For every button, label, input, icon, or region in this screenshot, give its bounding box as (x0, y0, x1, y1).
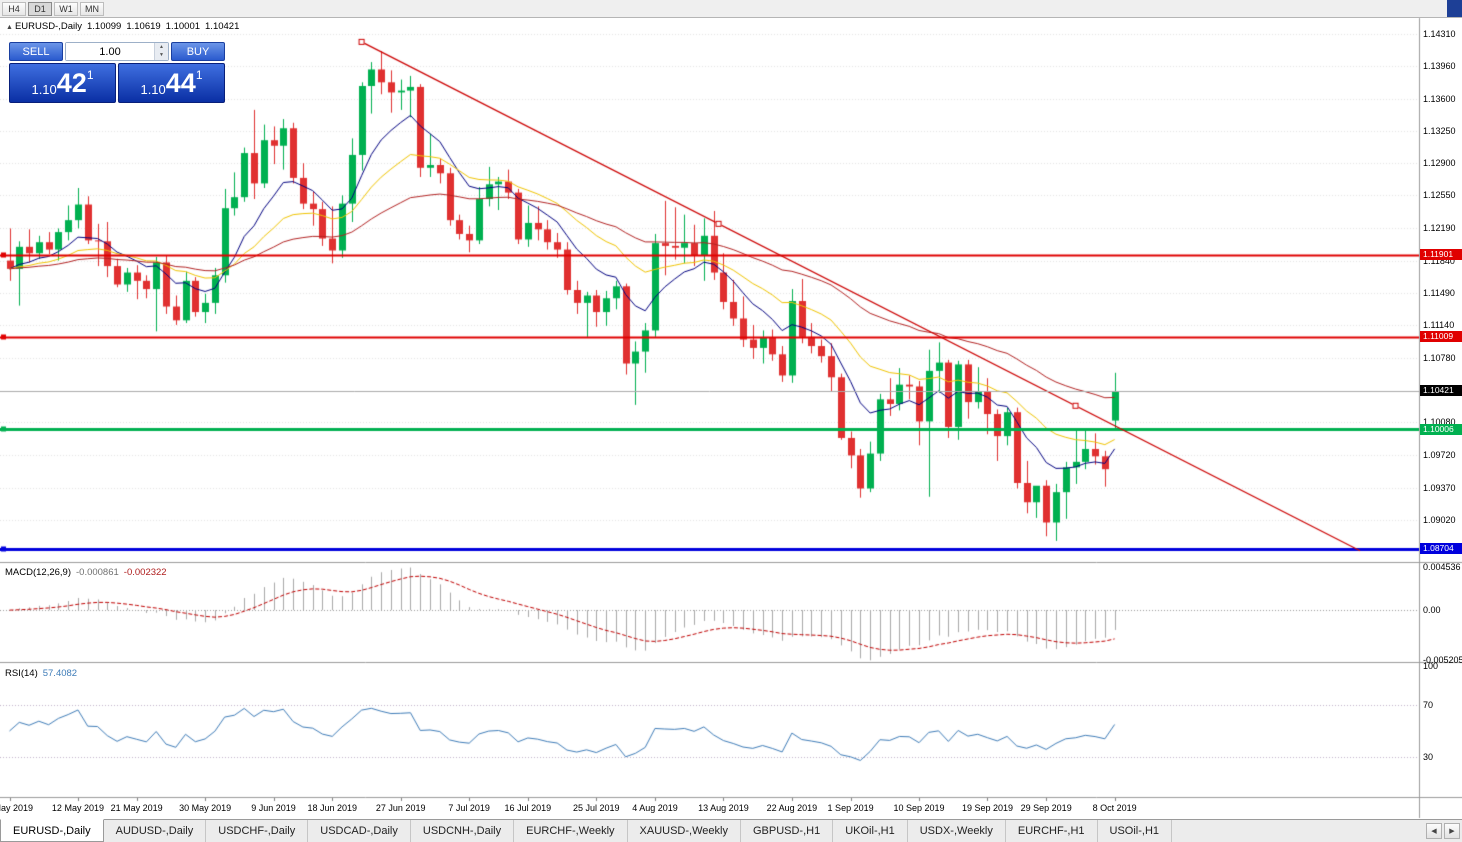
tab-ukoil-h1[interactable]: UKOil-,H1 (833, 820, 908, 842)
buy-price-pips: 44 (165, 67, 196, 98)
tab-audusd-daily[interactable]: AUDUSD-,Daily (103, 820, 207, 842)
macd-header: MACD(12,26,9) -0.000861 -0.002322 (5, 567, 172, 578)
timeframe-button-w1[interactable]: W1 (54, 1, 78, 16)
sell-price-point: 1 (86, 68, 94, 82)
collapse-arrow-icon[interactable]: ▲ (6, 24, 13, 31)
bar-high: 1.10619 (126, 21, 161, 32)
tab-usdx-weekly[interactable]: USDX-,Weekly (907, 820, 1006, 842)
volume-up-button[interactable]: ▲ (155, 43, 168, 52)
chart-tabs-bar: EURUSD-,Daily AUDUSD-,Daily USDCHF-,Daily U… (0, 819, 1462, 842)
buy-button[interactable]: BUY (171, 42, 225, 61)
tab-eurchf-h1[interactable]: EURCHF-,H1 (1005, 820, 1098, 842)
timeframe-button-h4[interactable]: H4 (2, 1, 26, 16)
timeframe-toolbar: H4 D1 W1 MN (0, 0, 1462, 18)
buy-price-display[interactable]: 1.10 44 1 (118, 63, 225, 103)
bar-close: 1.10421 (205, 21, 240, 32)
macd-signal-value: -0.002322 (123, 567, 167, 578)
tab-gbpusd-h1[interactable]: GBPUSD-,H1 (740, 820, 834, 842)
timeframe-button-d1[interactable]: D1 (28, 1, 52, 16)
bar-open: 1.10099 (86, 21, 122, 32)
buy-price-prefix: 1.10 (140, 82, 166, 97)
tab-usdcnh-daily[interactable]: USDCNH-,Daily (410, 820, 515, 842)
tab-xauusd-weekly[interactable]: XAUUSD-,Weekly (627, 820, 741, 842)
timeframe-button-mn[interactable]: MN (80, 1, 104, 16)
symbol-header: ▲ EURUSD-,Daily 1.10099 1.10619 1.10001 1.104… (6, 21, 244, 32)
tab-eurchf-weekly[interactable]: EURCHF-,Weekly (514, 820, 628, 842)
sell-price-pips: 42 (56, 67, 87, 98)
tab-usdchf-daily[interactable]: USDCHF-,Daily (206, 820, 309, 842)
volume-box: ▲ ▼ (65, 42, 169, 61)
timeframe-buttons: H4 D1 W1 MN (0, 1, 104, 16)
tab-scroll-arrows: ◀ ▶ (1426, 823, 1460, 839)
toolbar-accent (1447, 0, 1462, 17)
rsi-header: RSI(14) 57.4082 (5, 668, 82, 679)
bar-low: 1.10001 (165, 21, 201, 32)
tab-scroll-right-icon[interactable]: ▶ (1444, 823, 1460, 839)
symbol-name: EURUSD-,Daily (14, 21, 82, 32)
tab-eurusd-daily[interactable]: EURUSD-,Daily (0, 819, 104, 842)
tab-scroll-left-icon[interactable]: ◀ (1426, 823, 1442, 839)
tab-usdcad-daily[interactable]: USDCAD-,Daily (308, 820, 411, 842)
buy-price-point: 1 (195, 68, 203, 82)
macd-label: MACD(12,26,9) (5, 567, 71, 578)
volume-down-button[interactable]: ▼ (155, 51, 168, 60)
rsi-label: RSI(14) (5, 668, 38, 679)
sell-price-display[interactable]: 1.10 42 1 (9, 63, 116, 103)
chart-tabs: EURUSD-,Daily AUDUSD-,Daily USDCHF-,Daily U… (0, 819, 1173, 842)
volume-input[interactable] (66, 43, 154, 60)
macd-main-value: -0.000861 (76, 567, 119, 578)
rsi-value: 57.4082 (42, 668, 78, 679)
tab-usoil-h1[interactable]: USOil-,H1 (1097, 820, 1173, 842)
sell-button[interactable]: SELL (9, 42, 63, 61)
sell-price-prefix: 1.10 (31, 82, 57, 97)
volume-spinner: ▲ ▼ (154, 43, 168, 60)
